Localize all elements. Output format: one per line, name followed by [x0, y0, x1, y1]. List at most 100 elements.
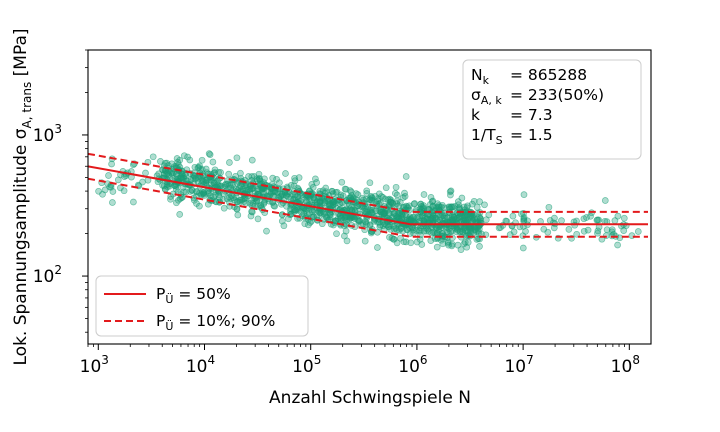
scatter-point — [343, 237, 351, 245]
scatter-point — [376, 223, 384, 231]
scatter-point — [368, 209, 376, 217]
plot-frame — [87, 49, 652, 345]
y-axis-label-group: Lok. Spannungsamplitude σA, trans [MPa] — [11, 29, 34, 366]
scatter-point — [397, 234, 404, 242]
scatter-point — [361, 205, 369, 212]
scatter-point — [385, 209, 393, 217]
x-tick-label: 106 — [398, 353, 427, 377]
scatter-point — [376, 208, 384, 215]
scatter-point — [149, 153, 157, 161]
y-tick-label: 103 — [33, 122, 62, 146]
legend-entry-50: PÜ = 50% — [156, 285, 231, 306]
legend-frame — [95, 275, 309, 337]
scatter-point — [269, 174, 277, 182]
scatter-point — [182, 188, 190, 196]
scatter-point — [226, 159, 233, 166]
scatter-point — [463, 243, 471, 251]
scatter-point — [435, 202, 443, 209]
info-row-value: = 1.5 — [510, 126, 553, 144]
scatter-point — [481, 201, 488, 209]
scatter-point — [417, 200, 424, 208]
scatter-point — [312, 175, 319, 183]
scatter-point — [203, 176, 211, 183]
scatter-point — [174, 158, 182, 166]
scatter-point — [342, 185, 350, 193]
scatter-point — [434, 200, 441, 208]
scatter-point — [476, 198, 483, 205]
scatter-point — [130, 198, 137, 206]
scatter-point — [254, 215, 262, 223]
scatter-point — [248, 156, 256, 164]
scatter-point — [611, 217, 619, 224]
scatter-point — [260, 198, 268, 206]
scatter-point — [395, 226, 403, 234]
scatter-point — [522, 228, 529, 235]
scatter-point — [454, 241, 462, 249]
scatter-point — [634, 228, 642, 235]
scatter-point — [583, 214, 590, 221]
scatter-point — [343, 213, 351, 221]
scatter-point — [565, 226, 573, 233]
scatter-point — [253, 197, 261, 205]
scatter-point — [595, 216, 603, 224]
scatter-point — [142, 169, 149, 177]
scatter-point — [263, 227, 270, 235]
scatter-point — [294, 184, 302, 192]
scatter-point — [383, 221, 390, 229]
scatter-point — [429, 216, 437, 223]
scatter-point — [393, 191, 401, 199]
scatter-points — [95, 150, 642, 253]
scatter-point — [587, 212, 594, 220]
scatter-point — [305, 221, 312, 229]
scatter-point — [205, 150, 213, 157]
info-row-symbol: k — [471, 106, 480, 124]
y-axis-ticks: 102 103 — [33, 49, 88, 333]
scatter-point — [206, 151, 214, 158]
scatter-point — [338, 178, 346, 186]
legend: PÜ = 50% PÜ = 10%; 90% — [95, 275, 309, 337]
scatter-point — [309, 184, 317, 191]
scatter-point — [387, 198, 395, 206]
scatter-point — [614, 212, 622, 220]
info-row-value: = 865288 — [510, 66, 587, 84]
scatter-point — [594, 229, 601, 237]
scatter-point — [450, 213, 458, 221]
scatter-point — [221, 183, 228, 191]
scatter-point — [410, 200, 418, 208]
scatter-point — [202, 179, 210, 187]
x-axis-ticks: 103 104 105 106 107 108 — [80, 344, 640, 377]
info-row-symbol: 1/TS — [471, 126, 503, 147]
y-axis-label-sub: A, trans — [20, 82, 34, 129]
scatter-point — [105, 172, 112, 179]
scatter-point — [520, 216, 528, 224]
scatter-point — [330, 198, 338, 206]
scatter-point — [394, 210, 402, 217]
x-tick-label: 103 — [80, 353, 109, 377]
scatter-point — [366, 196, 374, 203]
scatter-point — [233, 205, 241, 213]
scatter-point — [363, 189, 371, 197]
scatter-point — [352, 190, 360, 197]
scatter-point — [421, 214, 429, 222]
info-row-symbol: σA, k — [471, 86, 502, 107]
scatter-point — [316, 198, 323, 206]
scatter-point — [354, 202, 362, 210]
scatter-point — [356, 217, 363, 224]
scatter-point — [333, 230, 340, 238]
scatter-point — [406, 213, 414, 221]
scatter-point — [558, 217, 565, 224]
scatter-point — [476, 243, 483, 250]
scatter-point — [234, 211, 242, 219]
scatter-point — [601, 197, 609, 204]
y-tick-label: 102 — [33, 263, 62, 287]
scatter-point — [407, 239, 415, 247]
scatter-point — [381, 195, 389, 203]
scatter-point — [386, 233, 393, 241]
scatter-point — [369, 206, 376, 214]
scatter-point — [346, 187, 354, 194]
scatter-point — [395, 202, 402, 210]
scatter-point — [392, 183, 400, 191]
scatter-point — [342, 227, 350, 235]
scatter-point — [302, 206, 310, 214]
scatter-point — [176, 211, 184, 218]
